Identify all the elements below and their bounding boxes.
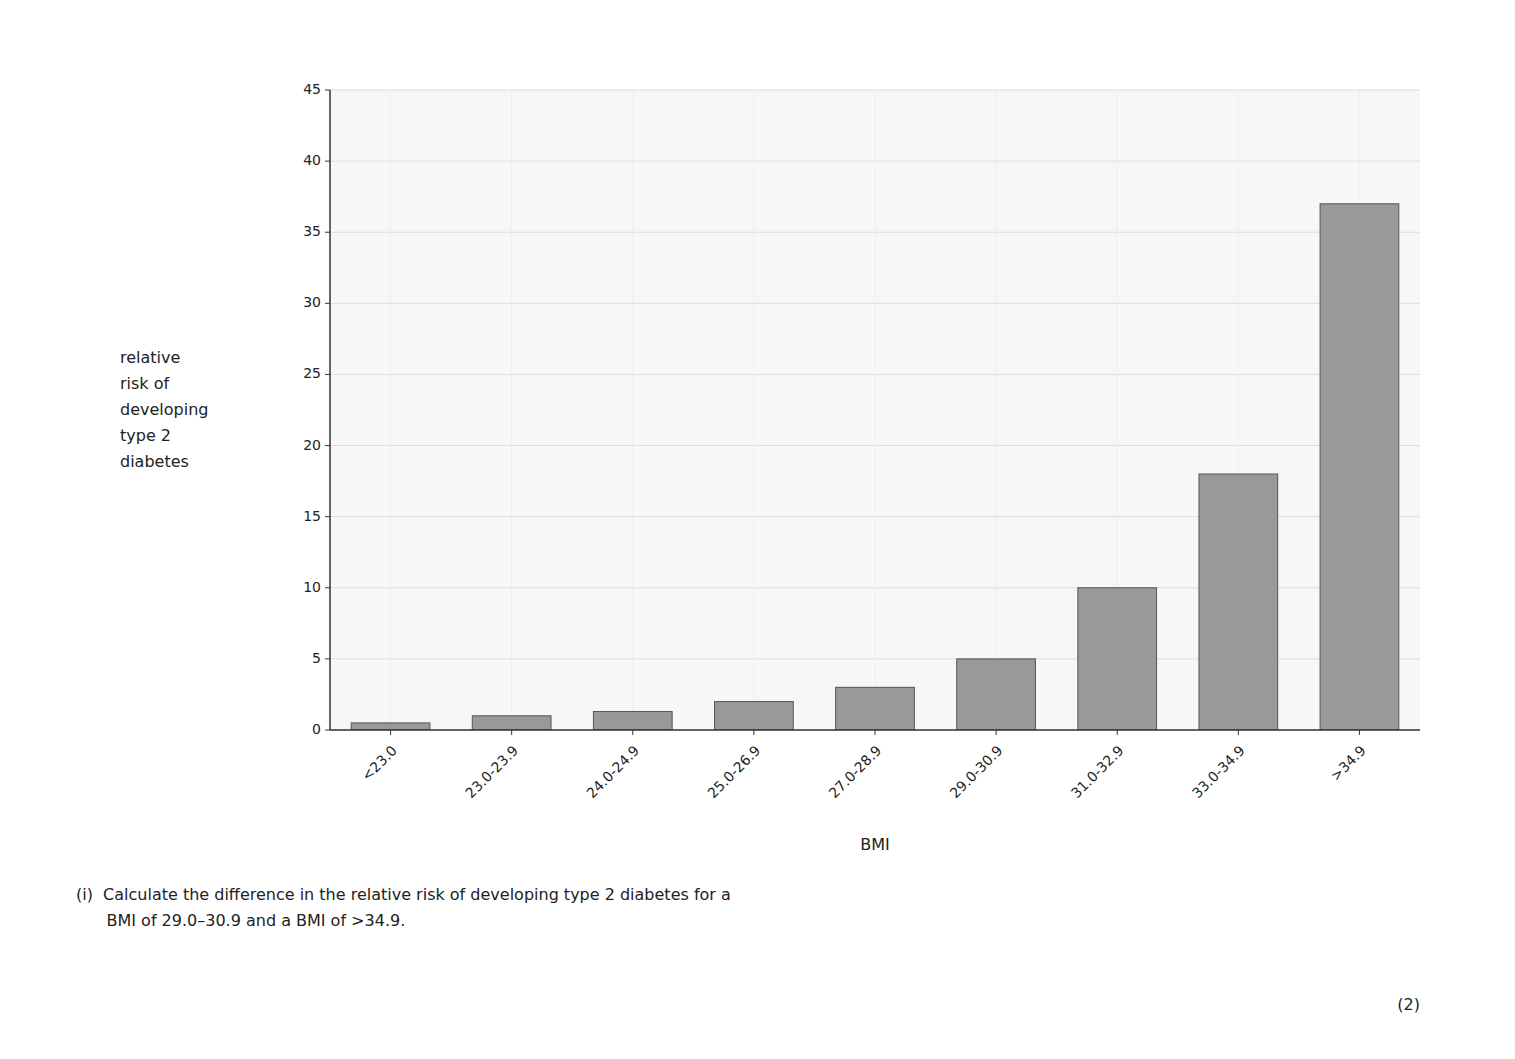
grid-line bbox=[753, 90, 754, 730]
y-tick bbox=[325, 730, 330, 731]
y-tick bbox=[325, 587, 330, 588]
grid-line bbox=[511, 90, 512, 730]
bars bbox=[351, 204, 1399, 730]
grid-line bbox=[996, 90, 997, 730]
bar bbox=[351, 723, 430, 730]
x-tick bbox=[632, 730, 633, 735]
y-tick-label: 0 bbox=[312, 721, 321, 737]
plot-area bbox=[330, 90, 1420, 730]
y-tick-label: 20 bbox=[303, 437, 321, 453]
x-tick bbox=[511, 730, 512, 735]
bar bbox=[1320, 204, 1399, 730]
y-tick-label: 10 bbox=[303, 579, 321, 595]
annotation: (i) Calculate the difference in the rela… bbox=[76, 885, 731, 930]
x-tick bbox=[753, 730, 754, 735]
x-axis-label: BMI bbox=[860, 835, 890, 854]
y-tick bbox=[325, 658, 330, 659]
annotation: (2) bbox=[1397, 995, 1420, 1014]
chart: 0 5 10 15 20 25 30 35 40 45 <23.0 23.0-23.9 24.0-24.… bbox=[0, 0, 1515, 1059]
grid-line bbox=[632, 90, 633, 730]
axes: 0 5 10 15 20 25 30 35 40 45 <23.0 23.0-23.9 24.0-24.… bbox=[303, 81, 1420, 801]
grid-line bbox=[390, 90, 391, 730]
y-tick bbox=[325, 161, 330, 162]
bar bbox=[593, 712, 672, 730]
y-tick bbox=[325, 445, 330, 446]
bar bbox=[1078, 588, 1157, 730]
x-tick bbox=[996, 730, 997, 735]
y-tick bbox=[325, 303, 330, 304]
x-tick-label: 33.0-34.9 bbox=[1189, 742, 1248, 801]
y-axis-label: relativerisk ofdevelopingtype 2diabetes bbox=[120, 348, 208, 471]
grid-line bbox=[875, 90, 876, 730]
x-tick-label: <23.0 bbox=[358, 742, 400, 784]
bar bbox=[1199, 474, 1278, 730]
x-tick bbox=[1117, 730, 1118, 735]
x-tick-label: >34.9 bbox=[1327, 742, 1369, 784]
x-tick bbox=[1359, 730, 1360, 735]
y-tick-label: 35 bbox=[303, 223, 321, 239]
y-tick-label: 25 bbox=[303, 365, 321, 381]
y-tick bbox=[325, 90, 330, 91]
x-tick bbox=[875, 730, 876, 735]
bar bbox=[957, 659, 1036, 730]
x-tick-label: 24.0-24.9 bbox=[583, 742, 642, 801]
y-tick bbox=[325, 374, 330, 375]
y-tick-label: 45 bbox=[303, 81, 321, 97]
bar bbox=[836, 687, 915, 730]
y-tick-label: 40 bbox=[303, 152, 321, 168]
bar bbox=[472, 716, 551, 730]
x-tick-label: 29.0-30.9 bbox=[947, 742, 1006, 801]
x-tick bbox=[1238, 730, 1239, 735]
x-tick-label: 23.0-23.9 bbox=[462, 742, 521, 801]
x-tick-label: 31.0-32.9 bbox=[1068, 742, 1127, 801]
y-tick-label: 15 bbox=[303, 508, 321, 524]
x-tick-label: 25.0-26.9 bbox=[704, 742, 763, 801]
grid bbox=[330, 90, 1420, 730]
x-tick bbox=[390, 730, 391, 735]
y-tick bbox=[325, 516, 330, 517]
y-tick bbox=[325, 232, 330, 233]
y-tick-label: 5 bbox=[312, 650, 321, 666]
y-axis-line bbox=[329, 90, 331, 730]
bar bbox=[715, 702, 794, 730]
x-tick-label: 27.0-28.9 bbox=[826, 742, 885, 801]
y-tick-label: 30 bbox=[303, 294, 321, 310]
